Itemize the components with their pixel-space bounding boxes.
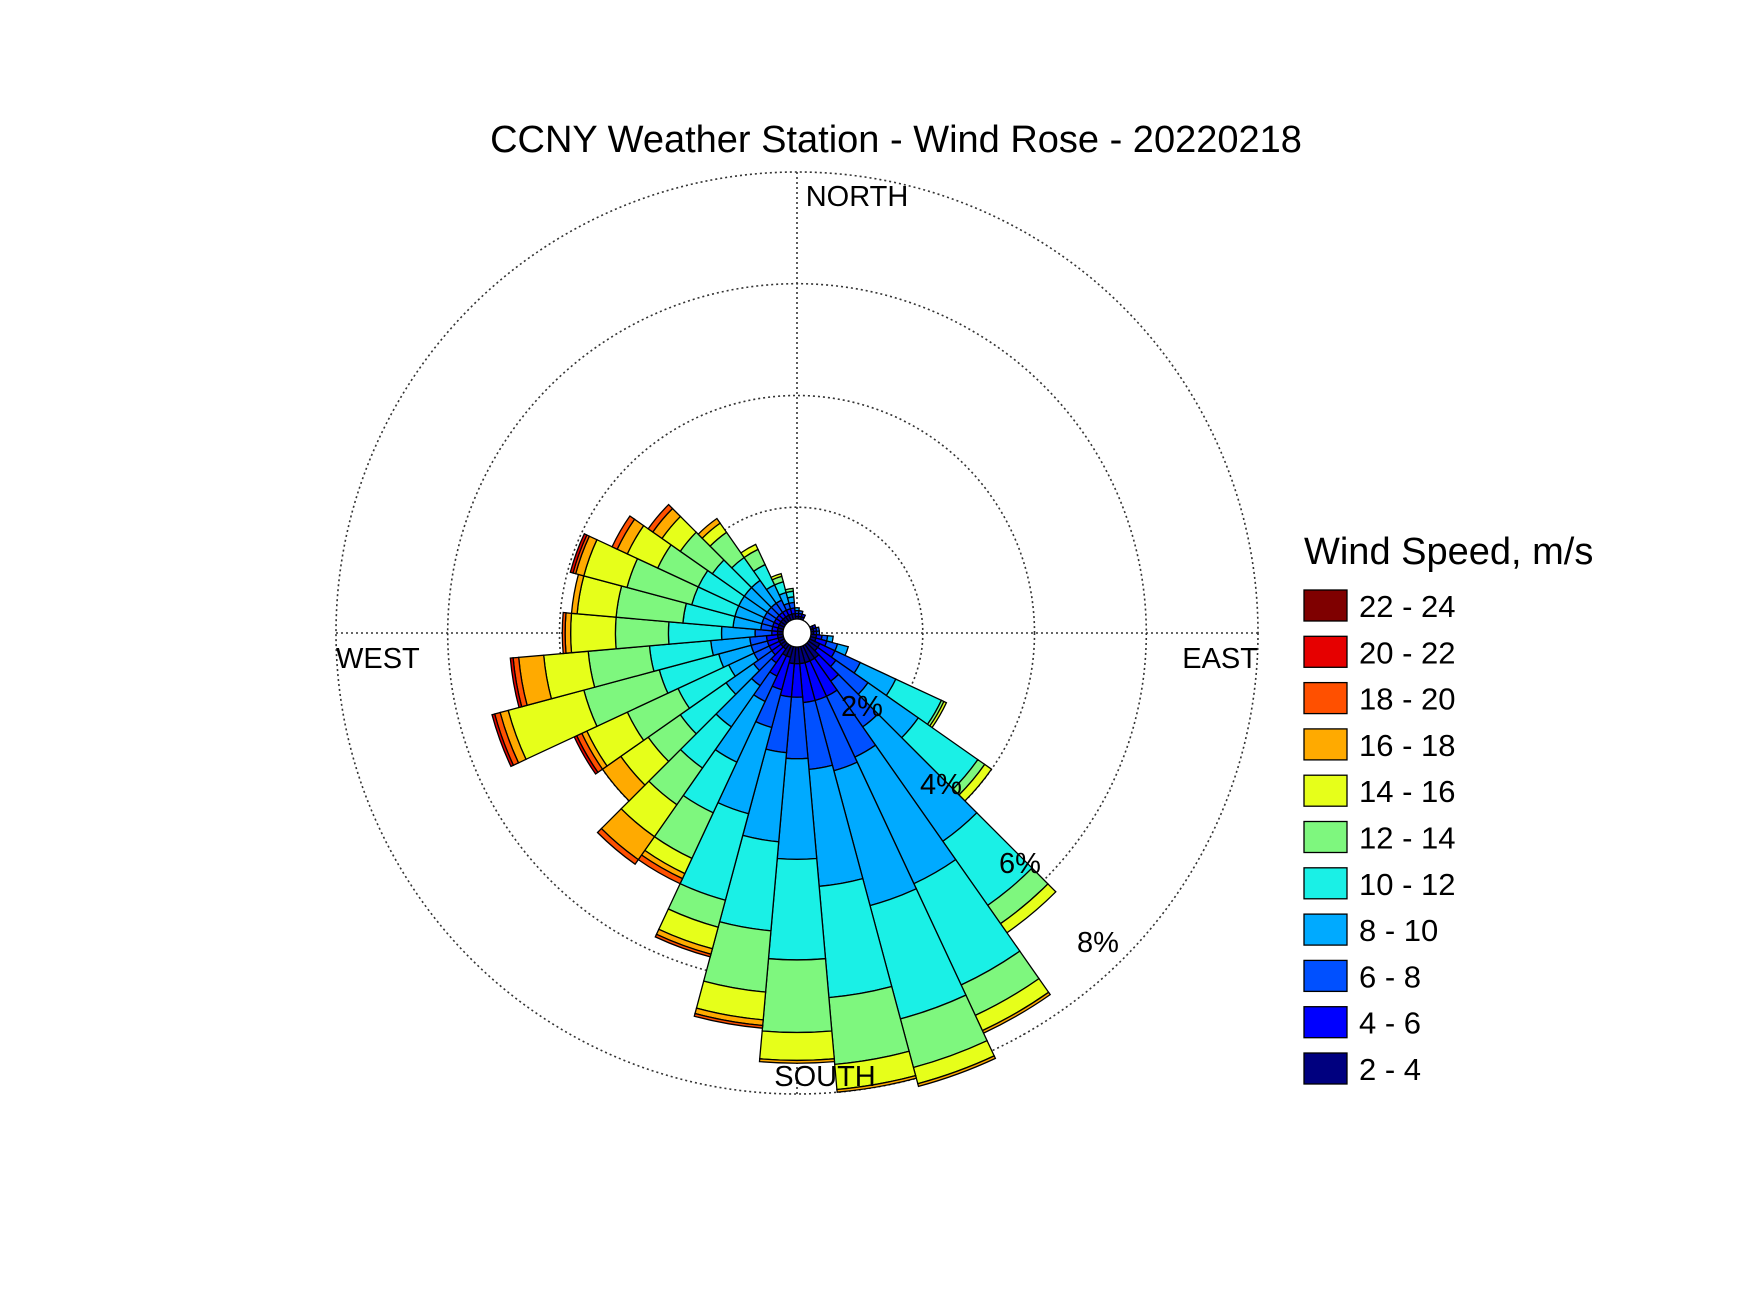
legend-swatch (1303, 681, 1348, 715)
legend-label: 2 - 4 (1359, 1052, 1421, 1087)
chart-title: CCNY Weather Station - Wind Rose - 20220… (490, 119, 1302, 161)
legend-label: 12 - 14 (1359, 821, 1456, 856)
legend: Wind Speed, m/s 22 - 24 20 - 22 18 - 20 16 … (1303, 531, 1593, 1087)
legend-swatch (1303, 1006, 1348, 1039)
ring-label-6: 6% (999, 848, 1041, 880)
compass-label-north: NORTH (806, 181, 909, 213)
wedge-270-bin-5 (614, 616, 670, 650)
legend-items: 22 - 24 20 - 22 18 - 20 16 - 18 14 - 16 12 - … (1303, 589, 1456, 1087)
wedge-260-bin-9 (509, 657, 523, 709)
legend-label: 10 - 12 (1359, 867, 1456, 902)
wedge-110-bin-3 (834, 643, 850, 657)
wedge-250-bin-9 (491, 713, 515, 768)
wedge-180-bin-4 (767, 857, 827, 961)
legend-swatch (1303, 959, 1348, 993)
wedge-180-bin-5 (761, 957, 833, 1034)
legend-label: 14 - 16 (1359, 774, 1456, 809)
wedge-330-bin-6 (739, 543, 759, 559)
ring-label-8: 8% (1077, 927, 1119, 959)
wedge-160-bin-7 (917, 1055, 997, 1088)
compass-label-south: SOUTH (774, 1061, 876, 1093)
legend-swatch (1303, 1052, 1348, 1085)
wedge-180-bin-7 (758, 1058, 836, 1064)
legend-swatch (1303, 820, 1348, 854)
compass-label-west: WEST (336, 643, 420, 675)
wedge-170-bin-7 (836, 1074, 918, 1093)
ring-label-2: 2% (841, 691, 883, 723)
percent-ring-4 (558, 394, 1036, 872)
wedge-340-bin-6 (770, 572, 783, 581)
legend-label: 16 - 18 (1359, 728, 1456, 763)
wedge-190-bin-8 (693, 1012, 764, 1029)
legend-swatch (1303, 774, 1348, 807)
legend-title: Wind Speed, m/s (1304, 531, 1593, 573)
wedge-320-bin-7 (697, 517, 722, 540)
legend-label: 22 - 24 (1359, 589, 1456, 624)
legend-label: 20 - 22 (1359, 635, 1456, 670)
legend-swatch (1303, 589, 1348, 622)
wind-sectors (491, 503, 1057, 1093)
legend-label: 4 - 6 (1359, 1006, 1421, 1041)
wedge-270-bin-8 (561, 611, 567, 655)
center-hub (782, 618, 812, 648)
wedge-310-bin-8 (647, 503, 674, 533)
ring-label-4: 4% (920, 769, 962, 801)
legend-swatch (1303, 728, 1348, 761)
wedge-350-bin-5 (784, 587, 794, 594)
wedge-220-bin-8 (596, 827, 640, 866)
wedge-270-bin-6 (569, 612, 617, 654)
legend-swatch (1303, 635, 1348, 668)
wedge-180-bin-6 (758, 1030, 836, 1062)
legend-label: 18 - 20 (1359, 682, 1456, 717)
wedge-300-bin-8 (611, 515, 636, 551)
wedge-20-bin-1 (800, 613, 807, 619)
legend-swatch (1303, 913, 1348, 946)
compass-label-east: EAST (1182, 643, 1258, 675)
legend-label: 6 - 8 (1359, 959, 1421, 994)
wedge-200-bin-8 (654, 933, 712, 958)
wedge-290-bin-9 (569, 532, 588, 574)
legend-swatch (1303, 867, 1348, 900)
legend-label: 8 - 10 (1359, 913, 1438, 948)
